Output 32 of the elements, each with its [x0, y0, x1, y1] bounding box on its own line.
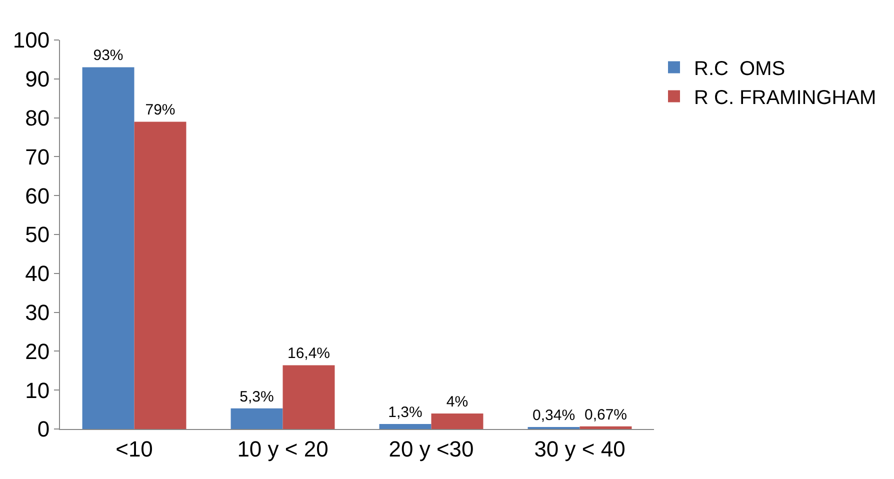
bar: [230, 408, 283, 429]
y-tick-label: 0: [37, 416, 50, 442]
x-tick-label: 20 y <30: [388, 436, 474, 462]
y-tick-label: 90: [25, 66, 50, 92]
data-label: 1,3%: [388, 404, 422, 421]
y-tick-label: 10: [25, 378, 50, 403]
data-label: 93%: [93, 47, 124, 64]
y-tick-label: 30: [25, 300, 50, 325]
y-tick-label: 70: [25, 144, 50, 170]
y-tick-label: 100: [12, 28, 50, 53]
x-tick-label: 30 y < 40: [534, 436, 626, 462]
legend-label: R.C OMS: [694, 58, 786, 80]
x-tick-label: 10 y < 20: [237, 436, 328, 462]
x-tick-label: <10: [116, 436, 153, 462]
data-label: 0,67%: [584, 406, 628, 424]
data-label: 5,3%: [240, 388, 274, 406]
y-tick-label: 50: [25, 222, 50, 248]
bar: [282, 365, 335, 429]
y-tick-label: 60: [25, 183, 50, 208]
data-label: 0,34%: [532, 407, 576, 424]
bar: [580, 426, 632, 429]
y-tick-label: 80: [25, 106, 50, 130]
bar: [82, 67, 134, 429]
bar: [379, 424, 432, 429]
data-label: 4%: [446, 393, 468, 410]
legend-label: R C. FRAMINGHAM: [694, 87, 876, 110]
data-label: 16,4%: [287, 345, 330, 362]
bar: [134, 122, 186, 429]
y-tick-label: 40: [25, 261, 50, 286]
data-label: 79%: [145, 102, 176, 119]
bar: [431, 413, 484, 429]
y-tick-label: 20: [25, 338, 50, 364]
